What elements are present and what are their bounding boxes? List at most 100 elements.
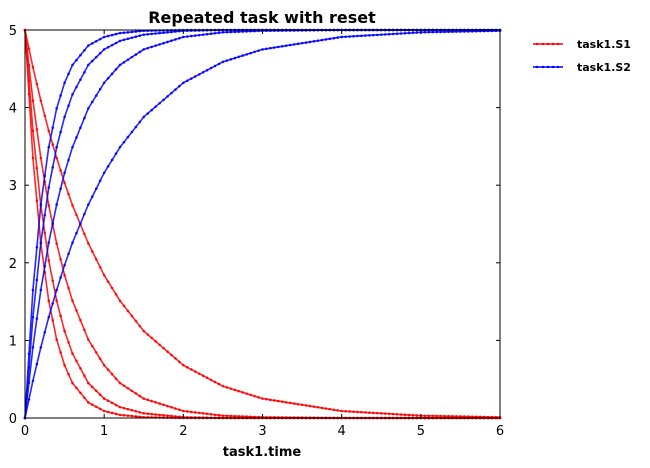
data-point <box>94 258 98 261</box>
data-point <box>403 413 407 417</box>
data-point <box>31 99 35 102</box>
data-point <box>189 410 193 414</box>
data-point <box>280 400 284 404</box>
data-point <box>63 81 66 85</box>
y-tick-label: 3 <box>9 179 17 194</box>
data-point <box>110 286 114 290</box>
data-point <box>435 414 438 418</box>
data-point <box>237 55 241 59</box>
data-point <box>134 392 138 395</box>
data-point <box>94 94 98 97</box>
data-point <box>43 213 47 217</box>
data-point <box>27 47 31 50</box>
data-point <box>372 411 375 415</box>
data-point <box>138 324 142 328</box>
data-point <box>51 166 55 169</box>
data-point <box>79 367 82 370</box>
series-markers-task1-S1-run-3 <box>23 28 502 420</box>
data-point <box>83 328 86 332</box>
data-point <box>130 408 134 412</box>
data-point <box>63 181 66 185</box>
data-point <box>102 363 106 367</box>
data-point <box>51 126 55 130</box>
data-point <box>43 174 47 178</box>
data-point <box>63 363 66 367</box>
series-line-task1-S2-run-2 <box>24 29 500 419</box>
data-point <box>59 258 62 261</box>
data-point <box>43 330 47 334</box>
data-point <box>59 169 62 172</box>
data-point <box>340 409 343 413</box>
data-point <box>209 66 213 70</box>
data-point <box>431 30 435 34</box>
series-markers-task1-S2-run-2 <box>23 28 502 420</box>
data-point <box>35 278 39 282</box>
y-tick-label: 4 <box>9 102 17 117</box>
data-point <box>158 413 161 417</box>
data-point <box>178 408 181 412</box>
data-point <box>320 406 324 410</box>
data-point <box>213 31 217 35</box>
data-point <box>130 36 134 40</box>
data-point <box>170 353 173 357</box>
data-point <box>138 34 142 37</box>
data-point <box>162 413 165 417</box>
data-point <box>447 414 450 418</box>
data-point <box>269 398 272 402</box>
data-point <box>221 384 225 388</box>
y-tick-label: 0 <box>9 412 17 427</box>
data-point <box>344 409 347 413</box>
data-point <box>90 100 94 104</box>
data-point <box>221 414 225 417</box>
data-point <box>106 34 110 38</box>
data-point <box>47 204 51 207</box>
data-point <box>189 368 193 371</box>
data-point <box>328 407 332 411</box>
data-point <box>372 33 375 37</box>
data-point <box>47 241 51 244</box>
data-point <box>87 44 90 47</box>
data-point <box>102 171 106 175</box>
data-point <box>340 35 343 39</box>
data-point <box>209 32 213 36</box>
data-point <box>162 41 165 45</box>
data-point <box>150 412 153 416</box>
data-point <box>221 60 225 64</box>
data-point <box>178 84 181 88</box>
data-point <box>106 368 110 371</box>
data-point <box>193 34 197 37</box>
data-point <box>336 409 340 412</box>
series-line-task1-S1-run-1 <box>24 29 501 419</box>
data-point <box>443 414 446 418</box>
data-point <box>90 385 94 389</box>
data-point <box>114 68 118 71</box>
data-point <box>154 401 157 404</box>
data-point <box>126 135 130 139</box>
data-point <box>138 394 142 398</box>
data-point <box>114 377 118 380</box>
data-point <box>193 411 197 414</box>
data-point <box>79 78 82 81</box>
data-point <box>43 264 47 268</box>
data-point <box>383 412 387 415</box>
data-point <box>67 372 70 376</box>
data-point <box>162 403 165 407</box>
data-point <box>142 397 146 400</box>
data-point <box>300 41 304 45</box>
data-point <box>197 73 201 76</box>
data-point <box>67 72 70 76</box>
data-point <box>233 388 237 392</box>
data-point <box>47 186 51 189</box>
data-point <box>138 415 142 419</box>
data-point <box>51 143 55 146</box>
data-point <box>63 263 66 267</box>
data-point <box>280 44 284 48</box>
data-point <box>138 50 142 54</box>
data-point <box>379 412 383 415</box>
data-point <box>269 46 272 50</box>
data-point <box>245 392 248 395</box>
data-point <box>201 412 205 415</box>
data-point <box>185 410 189 413</box>
data-point <box>114 41 118 45</box>
data-point <box>162 31 165 35</box>
